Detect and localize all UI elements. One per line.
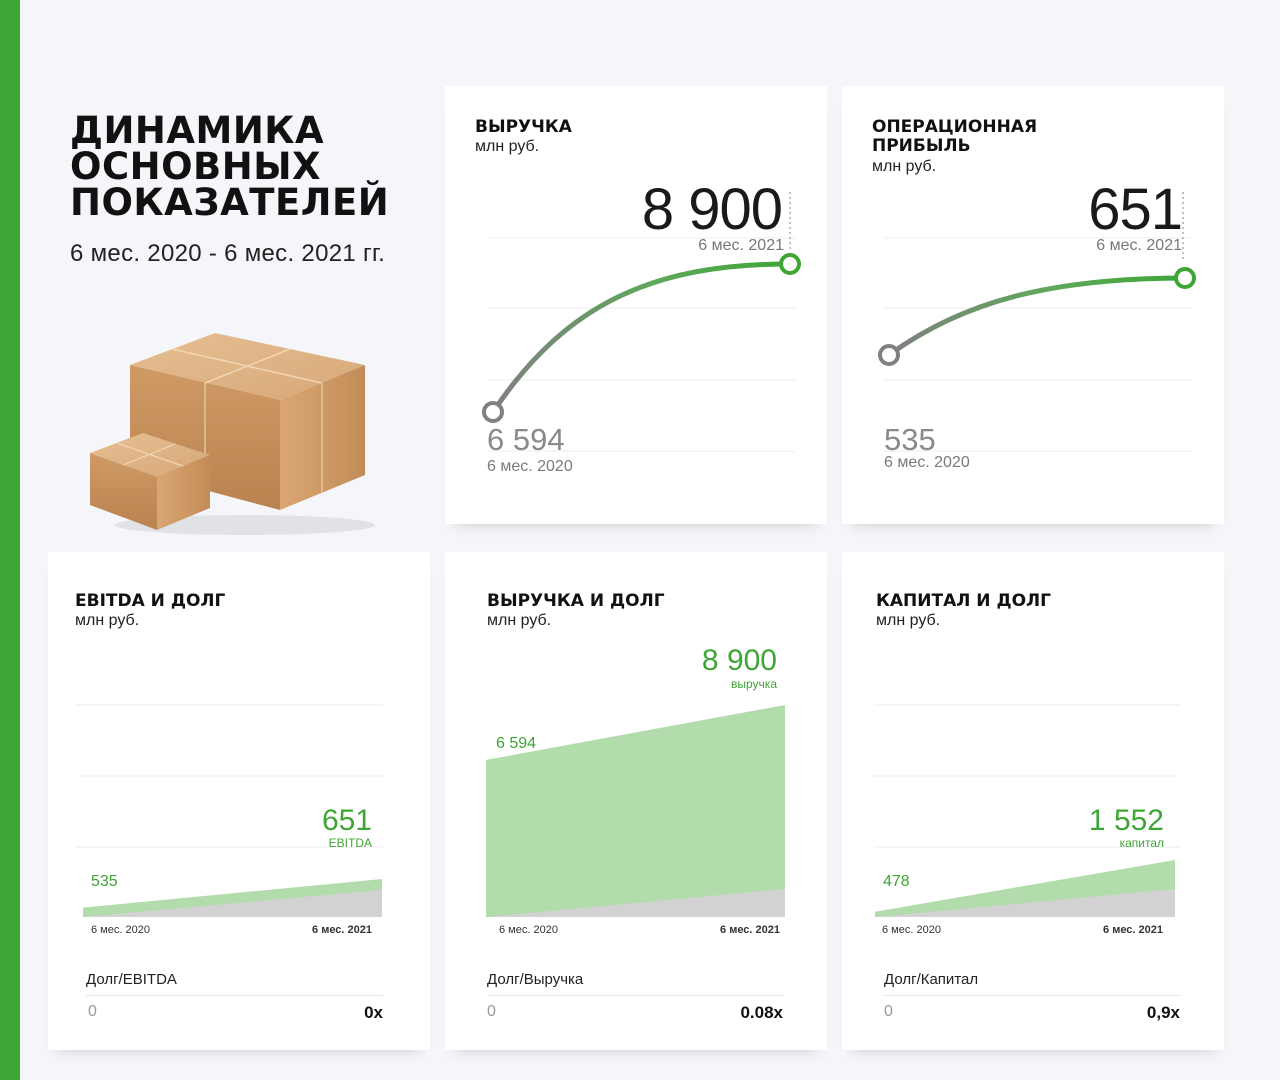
card-title: EBITDA И ДОЛГ — [75, 591, 226, 611]
start-value: 535 — [91, 873, 118, 890]
start-value: 6 594 — [496, 735, 537, 752]
end-value: 8 900 — [641, 177, 783, 242]
start-value: 535 — [884, 422, 936, 457]
gridlines — [874, 704, 1180, 848]
end-label: 6 мес. 2021 — [698, 237, 784, 254]
title-line-2: ОСНОВНЫХ — [70, 145, 322, 188]
card-title: ВЫРУЧКА — [475, 117, 572, 137]
card-unit: млн руб. — [876, 612, 941, 629]
accent-bar — [0, 0, 20, 1080]
x-label-end: 6 мес. 2021 — [1103, 924, 1163, 936]
operating-profit-line-chart — [878, 192, 1196, 452]
start-label: 6 мес. 2020 — [884, 454, 970, 471]
end-value: 8 900 — [701, 644, 777, 677]
end-value: 651 — [1088, 177, 1183, 242]
card-unit: млн руб. — [475, 138, 540, 155]
end-value: 651 — [321, 804, 372, 837]
x-label-start: 6 мес. 2020 — [91, 924, 150, 936]
capital-debt-card: КАПИТАЛ И ДОЛГ млн руб. 1 552 капитал 47… — [842, 552, 1224, 1050]
period-subtitle: 6 мес. 2020 - 6 мес. 2021 гг. — [70, 240, 386, 267]
ratio-name: Долг/EBITDA — [86, 971, 177, 988]
ratio-start: 0 — [88, 1003, 97, 1020]
debt-area — [486, 889, 785, 917]
title-line-1: ДИНАМИКА — [70, 109, 325, 152]
title-line-1: ОПЕРАЦИОННАЯ — [872, 117, 1038, 137]
start-point — [878, 344, 900, 366]
x-label-end: 6 мес. 2021 — [720, 924, 780, 936]
card-title: ВЫРУЧКА И ДОЛГ — [487, 591, 665, 611]
end-label: 6 мес. 2021 — [1096, 237, 1182, 254]
x-label-end: 6 мес. 2021 — [312, 924, 372, 936]
operating-profit-curve — [886, 275, 1188, 358]
revenue-area — [486, 705, 785, 917]
x-label-start: 6 мес. 2020 — [499, 924, 558, 936]
end-point — [779, 253, 801, 275]
revenue-line-chart — [482, 192, 801, 452]
start-label: 6 мес. 2020 — [487, 458, 573, 475]
debt-area — [83, 890, 382, 917]
end-value: 1 552 — [1088, 804, 1164, 837]
revenue-area-chart — [486, 705, 785, 917]
gridlines — [884, 237, 1192, 452]
card-unit: млн руб. — [75, 612, 140, 629]
revenue-debt-card: ВЫРУЧКА И ДОЛГ млн руб. 8 900 выручка 6 … — [445, 552, 827, 1050]
card-unit: млн руб. — [487, 612, 552, 629]
page-title: ДИНАМИКА ОСНОВНЫХ ПОКАЗАТЕЛЕЙ — [70, 112, 390, 224]
ratio-divider — [487, 995, 784, 996]
capital-area-chart — [874, 704, 1180, 917]
end-point — [1174, 267, 1196, 289]
ratio-start: 0 — [487, 1003, 496, 1020]
card-unit: млн руб. — [872, 158, 937, 175]
start-value: 6 594 — [487, 422, 565, 457]
ratio-start: 0 — [884, 1003, 893, 1020]
ratio-name: Долг/Капитал — [884, 971, 979, 988]
ratio-end: 0x — [364, 1003, 383, 1022]
gridlines — [487, 237, 795, 452]
revenue-card: ВЫРУЧКА млн руб. 8 900 6 мес. 2021 6 594… — [445, 86, 827, 524]
start-point — [482, 401, 504, 423]
debt-area — [875, 889, 1175, 917]
ratio-end: 0,9x — [1146, 1003, 1180, 1022]
end-label: выручка — [731, 677, 777, 691]
end-label: EBITDA — [328, 836, 372, 850]
ratio-end: 0.08x — [740, 1003, 783, 1022]
ratio-divider — [86, 995, 383, 996]
card-title: ОПЕРАЦИОННАЯ ПРИБЫЛЬ — [872, 118, 1037, 156]
ebitda-debt-card: EBITDA И ДОЛГ млн руб. 651 EBITDA 535 6 … — [48, 552, 430, 1050]
gridlines — [76, 704, 383, 848]
ratio-divider — [884, 995, 1181, 996]
revenue-curve — [490, 261, 793, 415]
start-value: 478 — [883, 873, 910, 890]
x-label-start: 6 мес. 2020 — [882, 924, 941, 936]
title-line-2: ПРИБЫЛЬ — [872, 136, 971, 156]
title-line-3: ПОКАЗАТЕЛЕЙ — [70, 181, 390, 224]
parcel-boxes-illustration — [90, 333, 375, 535]
card-title: КАПИТАЛ И ДОЛГ — [876, 591, 1051, 611]
ebitda-area-chart — [76, 704, 383, 917]
end-label: капитал — [1119, 836, 1164, 850]
operating-profit-card: ОПЕРАЦИОННАЯ ПРИБЫЛЬ млн руб. 651 6 мес.… — [842, 86, 1224, 524]
ratio-name: Долг/Выручка — [487, 971, 584, 988]
